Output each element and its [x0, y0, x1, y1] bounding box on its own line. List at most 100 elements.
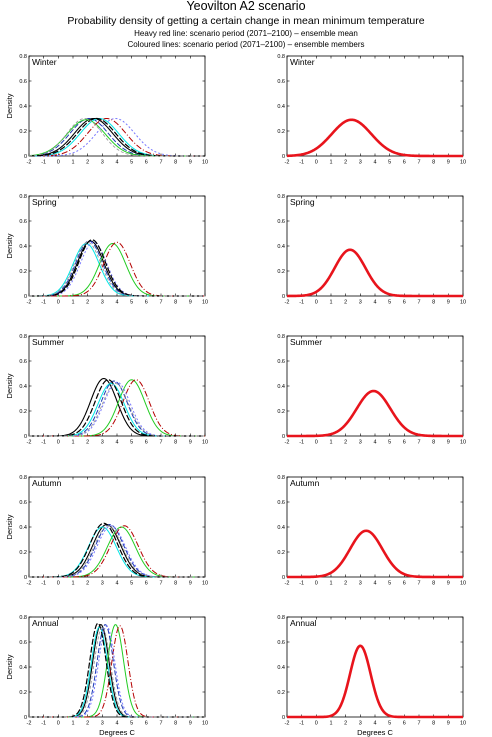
ensemble-member-curve [29, 526, 205, 578]
x-tick-label: 10 [460, 581, 466, 587]
x-tick-label: 3 [101, 300, 104, 306]
x-tick-label: 4 [115, 721, 118, 727]
y-tick-label: 0.8 [19, 54, 27, 60]
y-tick-label: 0.2 [277, 409, 285, 415]
x-tick-label: 0 [57, 160, 60, 166]
x-tick-label: 4 [373, 160, 376, 166]
x-tick-label: 4 [373, 721, 376, 727]
y-tick-label: 0.6 [19, 359, 27, 365]
y-tick-label: 0.2 [19, 129, 27, 135]
ensemble-member-curve [29, 525, 205, 578]
x-tick-label: 6 [403, 440, 406, 446]
panel-winter-mean: -2 -1 0 1 2 3 4 5 6 7 8 9 10 0 0.2 0.4 0.6 0.8 Winter [277, 54, 466, 166]
y-tick-label: 0.6 [19, 79, 27, 85]
y-tick-label: 0 [24, 715, 27, 721]
ensemble-member-curve [29, 383, 205, 437]
x-tick-label: 9 [189, 300, 192, 306]
x-tick-label: 2 [86, 581, 89, 587]
x-tick-label: 6 [403, 721, 406, 727]
season-label: Spring [32, 197, 57, 207]
y-axis-label: Density [5, 373, 14, 398]
x-tick-label: 10 [460, 440, 466, 446]
y-tick-label: 0.2 [19, 269, 27, 275]
y-tick-label: 0 [24, 575, 27, 581]
x-tick-label: 7 [159, 440, 162, 446]
x-tick-label: -2 [27, 721, 32, 727]
y-tick-label: 0.4 [19, 665, 27, 671]
x-axis-label: Degrees C [99, 728, 135, 737]
x-tick-label: 1 [71, 440, 74, 446]
y-axis-label: Density [5, 654, 14, 679]
y-tick-label: 0.6 [277, 359, 285, 365]
x-tick-label: -2 [285, 721, 290, 727]
ensemble-mean-curve [286, 118, 464, 158]
panel-spring-members: -2 -1 0 1 2 3 4 5 6 7 8 9 10 0 0.2 0.4 0.6 0.8 Spring Densi… [5, 194, 208, 306]
plot-frame [28, 55, 206, 157]
y-tick-label: 0.6 [19, 500, 27, 506]
x-tick-label: 1 [71, 300, 74, 306]
x-tick-label: -1 [299, 581, 304, 587]
y-tick-label: 0.8 [19, 194, 27, 200]
y-tick-label: 0.2 [277, 129, 285, 135]
season-label: Summer [290, 337, 322, 347]
x-tick-label: 5 [130, 440, 133, 446]
y-tick-label: 0.8 [277, 194, 285, 200]
ensemble-mean-curve [286, 389, 464, 438]
y-tick-label: 0.8 [19, 475, 27, 481]
season-label: Summer [32, 337, 64, 347]
x-tick-label: -1 [41, 440, 46, 446]
x-tick-label: 1 [329, 581, 332, 587]
x-tick-label: 0 [315, 300, 318, 306]
x-tick-label: 1 [329, 300, 332, 306]
y-tick-label: 0.2 [277, 690, 285, 696]
x-tick-label: 6 [145, 721, 148, 727]
x-tick-label: 0 [315, 581, 318, 587]
y-tick-label: 0.6 [277, 219, 285, 225]
x-tick-label: 9 [447, 581, 450, 587]
y-tick-label: 0.6 [277, 500, 285, 506]
x-tick-label: 3 [359, 440, 362, 446]
y-tick-label: 0.2 [19, 690, 27, 696]
x-tick-label: 7 [159, 160, 162, 166]
x-tick-label: -1 [41, 160, 46, 166]
y-tick-label: 0 [282, 154, 285, 160]
x-tick-label: 1 [71, 721, 74, 727]
x-tick-label: 1 [71, 160, 74, 166]
x-tick-label: -1 [299, 440, 304, 446]
ensemble-member-curve [29, 624, 205, 718]
x-tick-label: 9 [189, 440, 192, 446]
x-tick-label: 10 [202, 440, 208, 446]
x-tick-label: 8 [432, 581, 435, 587]
x-tick-label: 4 [115, 300, 118, 306]
x-tick-label: 5 [388, 300, 391, 306]
x-tick-label: -2 [285, 581, 290, 587]
x-tick-label: 9 [447, 300, 450, 306]
ensemble-mean-curve [286, 248, 464, 298]
plot-frame [28, 335, 206, 437]
x-tick-label: 6 [145, 160, 148, 166]
y-tick-label: 0 [24, 434, 27, 440]
x-tick-label: -1 [299, 300, 304, 306]
x-tick-label: 6 [403, 300, 406, 306]
y-tick-label: 0.4 [19, 525, 27, 531]
x-tick-label: 7 [417, 581, 420, 587]
plot-frame [286, 195, 464, 297]
y-tick-label: 0.2 [277, 550, 285, 556]
x-tick-label: 4 [373, 581, 376, 587]
y-tick-label: 0 [282, 434, 285, 440]
x-tick-label: -1 [41, 721, 46, 727]
ensemble-mean-curve [286, 529, 464, 579]
x-tick-label: -1 [299, 160, 304, 166]
x-tick-label: 9 [189, 721, 192, 727]
x-tick-label: 9 [189, 160, 192, 166]
x-tick-label: 8 [174, 440, 177, 446]
season-label: Autumn [32, 478, 62, 488]
x-tick-label: 5 [388, 440, 391, 446]
x-tick-label: 9 [447, 721, 450, 727]
ensemble-member-curve [29, 525, 205, 578]
season-label: Spring [290, 197, 315, 207]
figure-subtitle: Probability density of getting a certain… [67, 15, 424, 27]
y-tick-label: 0.8 [277, 615, 285, 621]
x-axis-label: Degrees C [357, 728, 393, 737]
x-tick-label: 9 [447, 160, 450, 166]
